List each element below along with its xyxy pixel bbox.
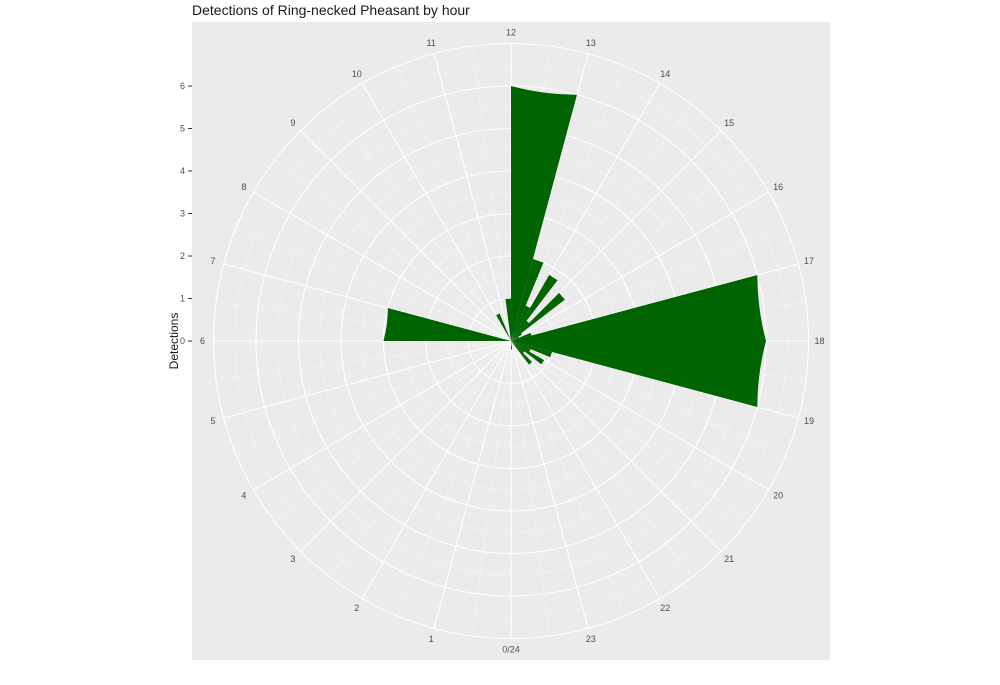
bar-wedge xyxy=(511,341,533,365)
major-grid-spoke xyxy=(510,340,661,599)
major-grid-spoke xyxy=(510,340,769,491)
hour-tick-label: 8 xyxy=(241,182,246,192)
y-tick-label: 2 xyxy=(180,251,185,261)
minor-grid-spoke xyxy=(274,340,512,523)
y-tick-label: 6 xyxy=(180,81,185,91)
minor-grid-spoke xyxy=(510,159,748,342)
hour-tick-label: 12 xyxy=(506,28,516,38)
hour-tick-label: 19 xyxy=(804,416,814,426)
hour-tick-label: 22 xyxy=(660,603,670,613)
minor-grid-spoke xyxy=(510,340,551,636)
bars-layer xyxy=(383,86,766,407)
major-grid-spoke xyxy=(253,191,512,342)
major-grid-spoke xyxy=(223,340,512,419)
hour-tick-label: 15 xyxy=(724,118,734,128)
bar-wedge xyxy=(496,313,511,341)
bar-wedge xyxy=(511,275,766,341)
major-grid-spoke xyxy=(510,340,589,629)
hour-tick-label: 7 xyxy=(211,256,216,266)
bar-wedge xyxy=(511,336,519,341)
hour-tick-label: 23 xyxy=(586,634,596,644)
bar-wedge xyxy=(511,341,553,358)
minor-grid-spoke xyxy=(329,104,512,342)
minor-grid-spoke xyxy=(510,226,786,342)
bar-wedge xyxy=(511,341,545,365)
bar-wedge xyxy=(511,341,513,350)
bar-wedge xyxy=(511,341,766,407)
hour-tick-label: 5 xyxy=(211,416,216,426)
y-tick-label: 5 xyxy=(180,124,185,134)
hour-tick-label: 3 xyxy=(290,554,295,564)
hour-tick-label: 9 xyxy=(290,118,295,128)
minor-grid-spoke xyxy=(510,66,626,342)
hour-tick-label: 18 xyxy=(814,336,824,346)
minor-grid-spoke xyxy=(510,104,693,342)
y-tick-label: 3 xyxy=(180,209,185,219)
minor-grid-spoke xyxy=(396,340,512,616)
hour-tick-label: 14 xyxy=(660,69,670,79)
major-grid-spoke xyxy=(361,83,512,342)
bar-wedge xyxy=(505,298,511,341)
minor-grid-spoke xyxy=(510,340,626,616)
bar-wedge xyxy=(511,305,531,341)
minor-grid-spoke xyxy=(236,226,512,342)
bar-wedge xyxy=(511,333,523,341)
y-axis-title: Detections xyxy=(167,313,181,370)
hour-tick-label: 2 xyxy=(354,603,359,613)
hour-tick-labels: 0/24123456789101112131415161718192021222… xyxy=(200,28,825,655)
major-grid-spoke xyxy=(300,340,512,552)
major-grid-spoke xyxy=(433,53,512,342)
hour-tick-label: 13 xyxy=(586,38,596,48)
hour-tick-label: 20 xyxy=(773,490,783,500)
major-grid-spoke xyxy=(510,191,769,342)
minor-grid-spoke xyxy=(236,340,512,456)
bar-wedge xyxy=(511,341,525,354)
y-axis-ticks: 0 1 2 3 4 5 6 xyxy=(180,81,192,346)
bar-wedge xyxy=(511,292,565,341)
bar-wedge xyxy=(511,86,577,341)
major-grid-spoke xyxy=(433,340,512,629)
major-grid-spoke xyxy=(300,130,512,342)
minor-grid-spoke xyxy=(216,340,512,381)
minor-grid-spoke xyxy=(510,340,693,578)
hour-tick-label: 10 xyxy=(352,69,362,79)
bar-wedge xyxy=(383,308,511,341)
major-grid-spoke xyxy=(253,340,512,491)
minor-grid-spoke xyxy=(510,340,786,456)
hour-tick-label: 21 xyxy=(724,554,734,564)
minor-grid-spoke xyxy=(510,340,748,523)
bar-wedge xyxy=(511,258,544,341)
bar-wedge xyxy=(511,341,531,352)
bar-wedge xyxy=(511,274,558,341)
major-grid-spoke xyxy=(361,340,512,599)
y-tick-label: 1 xyxy=(180,294,185,304)
minor-grid-spoke xyxy=(329,340,512,578)
hour-tick-label: 11 xyxy=(426,38,435,48)
bar-wedge xyxy=(511,320,530,341)
major-grid-spoke xyxy=(510,340,722,552)
hour-tick-label: 4 xyxy=(241,490,246,500)
minor-grid-spoke xyxy=(471,46,512,342)
y-tick-label: 0 xyxy=(180,336,185,346)
hour-tick-label: 1 xyxy=(429,634,434,644)
hour-tick-label: 6 xyxy=(200,336,205,346)
y-tick-label: 4 xyxy=(180,166,185,176)
minor-grid-spoke xyxy=(274,159,512,342)
chart-title: Detections of Ring-necked Pheasant by ho… xyxy=(192,2,470,18)
minor-grid-spoke xyxy=(471,340,512,636)
minor-grid-spoke xyxy=(396,66,512,342)
hour-tick-label: 16 xyxy=(773,182,783,192)
hour-tick-label: 17 xyxy=(804,256,814,266)
hour-tick-label: 0/24 xyxy=(502,645,520,655)
bar-wedge xyxy=(511,332,532,341)
